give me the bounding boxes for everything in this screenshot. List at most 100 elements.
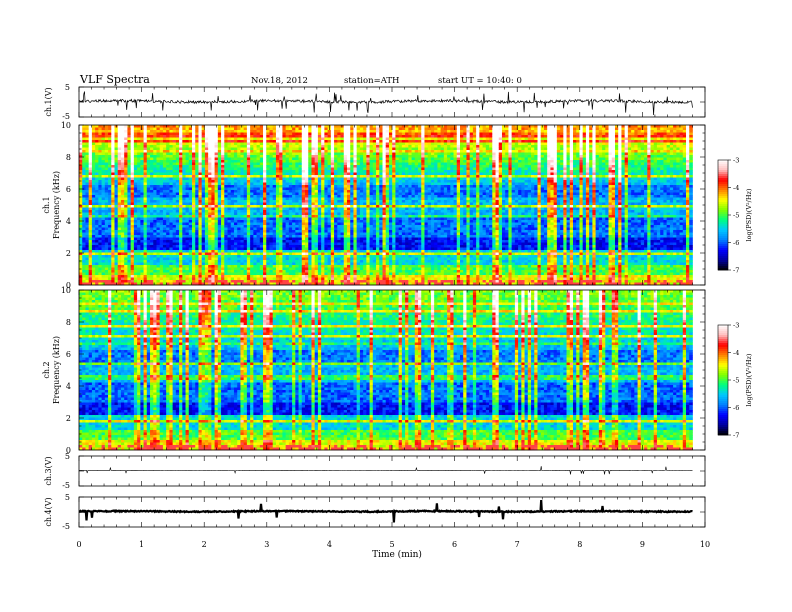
spectrogram-cell [189, 250, 193, 253]
spectrogram-cell [156, 173, 160, 176]
spectrogram-cell [292, 138, 296, 141]
spectrogram-cell [211, 150, 215, 153]
spectrogram-cell [92, 138, 96, 141]
spectrogram-cell [295, 273, 299, 276]
spectrogram-cell [182, 233, 186, 236]
spectrogram-cell [102, 198, 106, 201]
spectrogram-cell [240, 148, 244, 151]
spectrogram-cell [160, 160, 164, 163]
spectrogram-cell [202, 125, 206, 128]
spectrogram-cell [260, 198, 264, 201]
spectrogram-cell [266, 165, 270, 168]
spectrogram-cell [85, 153, 89, 156]
spectrogram-cell [140, 215, 144, 218]
spectrogram-cell [195, 250, 199, 253]
spectrogram-cell [127, 175, 131, 178]
spectrogram-cell [276, 175, 280, 178]
spectrogram-cell [240, 275, 244, 278]
spectrogram-cell [231, 180, 235, 183]
spectrogram-cell [92, 228, 96, 231]
spectrogram-cell [134, 140, 138, 143]
spectrogram-cell [150, 248, 154, 251]
spectrogram-cell [192, 133, 196, 136]
spectrogram-cell [228, 205, 232, 208]
spectrogram-cell [205, 200, 209, 203]
spectrogram-cell [231, 245, 235, 248]
spectrogram-cell [137, 265, 141, 268]
spectrogram-cell [131, 140, 135, 143]
spectrogram-cell [234, 158, 238, 161]
spectrogram-cell [211, 253, 215, 256]
spectrogram-cell [237, 160, 241, 163]
spectrogram-cell [195, 280, 199, 283]
spectrogram-cell [247, 140, 251, 143]
spectrogram-cell [198, 260, 202, 263]
spectrogram-cell [279, 175, 283, 178]
spectrogram-cell [321, 168, 325, 171]
spectrogram-cell [224, 225, 228, 228]
spectrogram-cell [186, 175, 190, 178]
spectrogram-cell [292, 215, 296, 218]
spectrogram-cell [105, 155, 109, 158]
spectrogram-cell [315, 243, 319, 246]
spectrogram-cell [305, 228, 309, 231]
spectrogram-cell [176, 178, 180, 181]
spectrogram-cell [289, 243, 293, 246]
spectrogram-cell [244, 225, 248, 228]
spectrogram-cell [147, 278, 151, 281]
spectrogram-cell [195, 273, 199, 276]
spectrogram-cell [318, 243, 322, 246]
spectrogram-cell [305, 253, 309, 256]
spectrogram-cell [250, 275, 254, 278]
spectrogram-cell [247, 243, 251, 246]
spectrogram-cell [289, 230, 293, 233]
spectrogram-cell [315, 135, 319, 138]
spectrogram-cell [156, 168, 160, 171]
spectrogram-cell [234, 160, 238, 163]
spectrogram-cell [263, 243, 267, 246]
spectrogram-cell [237, 280, 241, 283]
spectrogram-cell [228, 138, 232, 141]
spectrogram-cell [163, 278, 167, 281]
spectrogram-cell [173, 230, 177, 233]
spectrogram-cell [98, 173, 102, 176]
spectrogram-cell [85, 250, 89, 253]
spectrogram-cell [237, 175, 241, 178]
spectrogram-cell [244, 208, 248, 211]
spectrogram-cell [82, 140, 86, 143]
spectrogram-cell [302, 245, 306, 248]
spectrogram-cell [211, 213, 215, 216]
spectrogram-cell [224, 278, 228, 281]
spectrogram-cell [244, 238, 248, 241]
spectrogram-cell [244, 155, 248, 158]
spectrogram-cell [179, 203, 183, 206]
ch1-ytick-bottom: -5 [62, 112, 70, 121]
spectrogram-cell [270, 220, 274, 223]
spectrogram-cell [198, 233, 202, 236]
spectrogram-cell [134, 263, 138, 266]
spectrogram-cell [260, 258, 264, 261]
spectrogram-cell [173, 163, 177, 166]
spectrogram-cell [121, 165, 125, 168]
spectrogram-cell [224, 223, 228, 226]
spectrogram-cell [137, 245, 141, 248]
spectrogram-cell [118, 198, 122, 201]
spectrogram-cell [302, 215, 306, 218]
spectrogram-cell [115, 215, 119, 218]
spectrogram-cell [102, 203, 106, 206]
spectrogram-cell [237, 138, 241, 141]
spectrogram-cell [95, 223, 99, 226]
spectrogram-cell [131, 268, 135, 271]
spectrogram-cell [266, 210, 270, 213]
spectrogram-cell [244, 245, 248, 248]
spectrogram-cell [153, 280, 157, 283]
spectrogram-cell [124, 233, 128, 236]
spectrogram-cell [163, 270, 167, 273]
spectrogram-cell [118, 235, 122, 238]
spectrogram-cell [202, 218, 206, 221]
spectrogram-cell [205, 248, 209, 251]
spectrogram-cell [270, 158, 274, 161]
spectrogram-cell [260, 180, 264, 183]
spectrogram-cell [292, 205, 296, 208]
spectrogram-cell [215, 198, 219, 201]
